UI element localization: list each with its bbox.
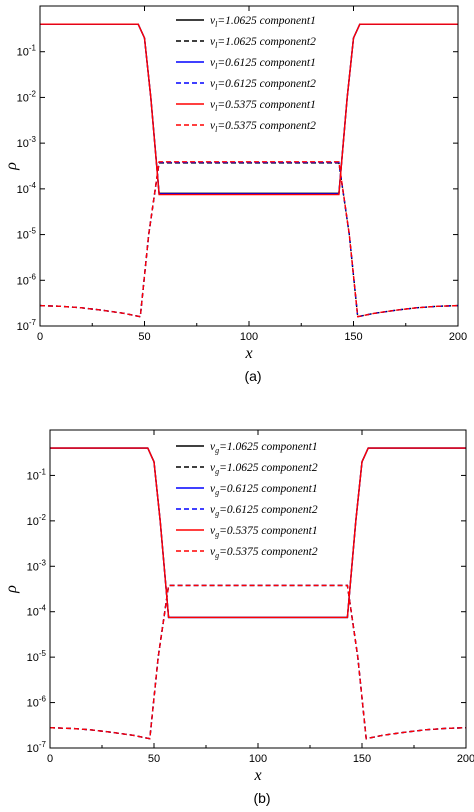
x-axis-label: x [244, 345, 252, 362]
series-lines [40, 23, 458, 318]
y-tick-label: 10-7 [27, 740, 47, 755]
legend-entry: νl=0.6125 component1 [210, 57, 316, 71]
series-line-2 [50, 584, 466, 740]
y-tick-label: 10-2 [27, 513, 47, 528]
y-tick-label: 10-1 [27, 467, 47, 482]
y-tick-label: 10-6 [17, 272, 37, 287]
legend: νl=1.0625 component1 νl=1.0625 component2… [176, 15, 316, 134]
legend: νg=1.0625 component1 νg=1.0625 component2… [176, 441, 318, 560]
x-axis-label: x [253, 767, 261, 784]
x-tick-label: 100 [249, 753, 267, 765]
legend-entry: νl=0.5375 component2 [210, 120, 316, 134]
x-tick-label: 150 [353, 753, 371, 765]
legend-entry: νg=0.5375 component2 [210, 546, 318, 560]
x-tick-label: 200 [449, 331, 467, 343]
y-tick-label: 10-3 [17, 135, 37, 150]
legend-entry: νg=1.0625 component2 [210, 462, 318, 476]
legend-entry: νg=0.5375 component1 [210, 525, 318, 539]
legend-entry: νl=1.0625 component2 [210, 36, 316, 50]
y-tick-label: 10-3 [27, 558, 47, 573]
legend-entry: νl=0.5375 component1 [210, 99, 316, 113]
series-line-6 [50, 584, 466, 740]
x-tick-label: 100 [240, 331, 258, 343]
legend-entry: νg=0.6125 component1 [210, 483, 318, 497]
x-tick-label: 0 [37, 331, 43, 343]
x-tick-label: 50 [148, 753, 160, 765]
series-lines [50, 447, 466, 740]
chart-panel-2: 0 50 100 150 200 10-1 10-2 10-3 10-4 10-5 10-6 10-7… [3, 429, 474, 806]
x-tick-label: 0 [47, 753, 53, 765]
y-tick-label: 10-2 [17, 89, 37, 104]
panel-label: (b) [253, 790, 270, 806]
legend-entry: νg=0.6125 component2 [210, 504, 318, 518]
y-axis-label: ρ [3, 162, 20, 171]
x-tick-label: 50 [138, 331, 150, 343]
chart-panel-1: 0 50 100 150 200 10-1 10-2 10-3 10-4 10-5 10-6 10-7… [3, 5, 467, 384]
y-tick-label: 10-5 [17, 227, 37, 242]
legend-entry: νl=0.6125 component2 [210, 78, 316, 92]
x-tick-label: 200 [457, 753, 474, 765]
y-tick-label: 10-7 [17, 318, 37, 333]
plot-frame [39, 5, 459, 327]
x-tick-label: 150 [344, 331, 362, 343]
legend-entry: νl=1.0625 component1 [210, 15, 316, 29]
series-line-4 [40, 161, 458, 318]
y-tick-label: 10-4 [17, 181, 37, 196]
y-tick-label: 10-6 [27, 695, 47, 710]
series-line-2 [40, 162, 458, 318]
y-tick-label: 10-1 [17, 44, 37, 59]
series-line-6 [40, 161, 458, 318]
series-line-4 [50, 584, 466, 740]
plot-frame [49, 429, 467, 749]
series-line-5 [50, 447, 466, 619]
panel-label: (a) [244, 368, 261, 384]
legend-entry: νg=1.0625 component1 [210, 441, 318, 455]
y-axis-label: ρ [3, 585, 20, 594]
series-line-5 [40, 23, 458, 196]
y-tick-label: 10-5 [27, 649, 47, 664]
y-tick-label: 10-4 [27, 604, 47, 619]
